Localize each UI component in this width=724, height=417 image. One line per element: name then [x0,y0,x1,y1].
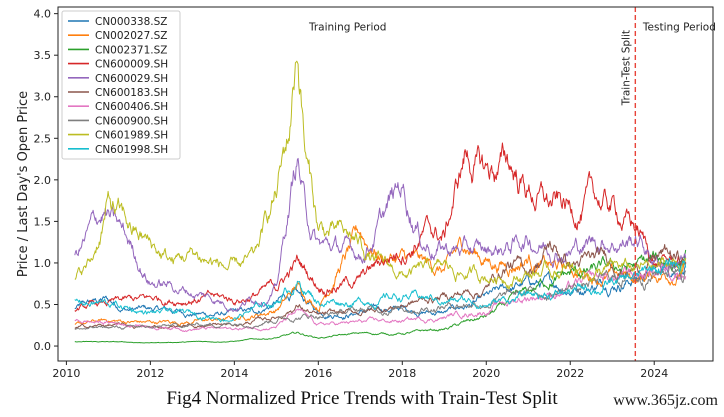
y-tick-label: 2.5 [34,132,52,145]
series-line-cn601998-sh [74,257,687,323]
y-tick-label: 2.0 [34,174,52,187]
legend-item-label: CN002371.SZ [95,44,167,56]
series-line-cn601989-sh [74,60,687,290]
x-tick-label: 2016 [304,367,332,380]
legend-item-label: CN600183.SH [95,87,168,99]
y-tick-label: 3.0 [34,91,52,104]
y-tick-label: 0.0 [34,340,52,353]
x-tick-label: 2010 [52,367,80,380]
legend-item-label: CN601998.SH [95,144,168,156]
x-tick-label: 2020 [472,367,500,380]
legend-box [61,10,181,160]
x-tick-label: 2024 [640,367,668,380]
y-tick-label: 0.5 [34,298,52,311]
legend: CN000338.SZ CN002027.SZ CN002371.SZ CN60000… [61,10,181,160]
legend-item-label: CN002027.SZ [95,30,167,42]
split-line-label: Train-Test Split [620,30,632,106]
legend-item-label: CN600029.SH [95,73,168,85]
y-tick-label: 4.0 [34,8,52,21]
x-tick-label: 2022 [556,367,584,380]
series-line-cn002371-sz [74,249,687,344]
training-period-label: Training Period [308,21,387,33]
legend-item-label: CN600406.SH [95,101,168,113]
legend-item-label: CN601989.SH [95,130,168,142]
legend-item-label: CN600009.SH [95,59,168,71]
legend-item-label: CN000338.SZ [95,16,167,28]
y-tick-label: 3.5 [34,49,52,62]
y-tick-label: 1.5 [34,215,52,228]
series-line-cn600009-sh [74,142,687,312]
series-line-cn600029-sh [74,157,687,313]
series-line-cn600900-sh [74,265,687,330]
figure-caption: Fig4 Normalized Price Trends with Train-… [166,388,558,409]
series-line-cn600183-sh [74,240,687,330]
series-line-cn600406-sh [74,263,687,333]
x-tick-label: 2014 [220,367,248,380]
watermark-text: www.365jz.com [613,392,718,409]
x-tick-label: 2018 [388,367,416,380]
plot-frame [57,6,714,362]
y-axis-label: Price / Last Day's Open Price [16,91,31,277]
series-group [74,60,687,344]
x-tick-label: 2012 [136,367,164,380]
testing-period-label: Testing Period [642,21,716,33]
legend-item-label: CN600900.SH [95,115,168,127]
y-tick-label: 1.0 [34,257,52,270]
